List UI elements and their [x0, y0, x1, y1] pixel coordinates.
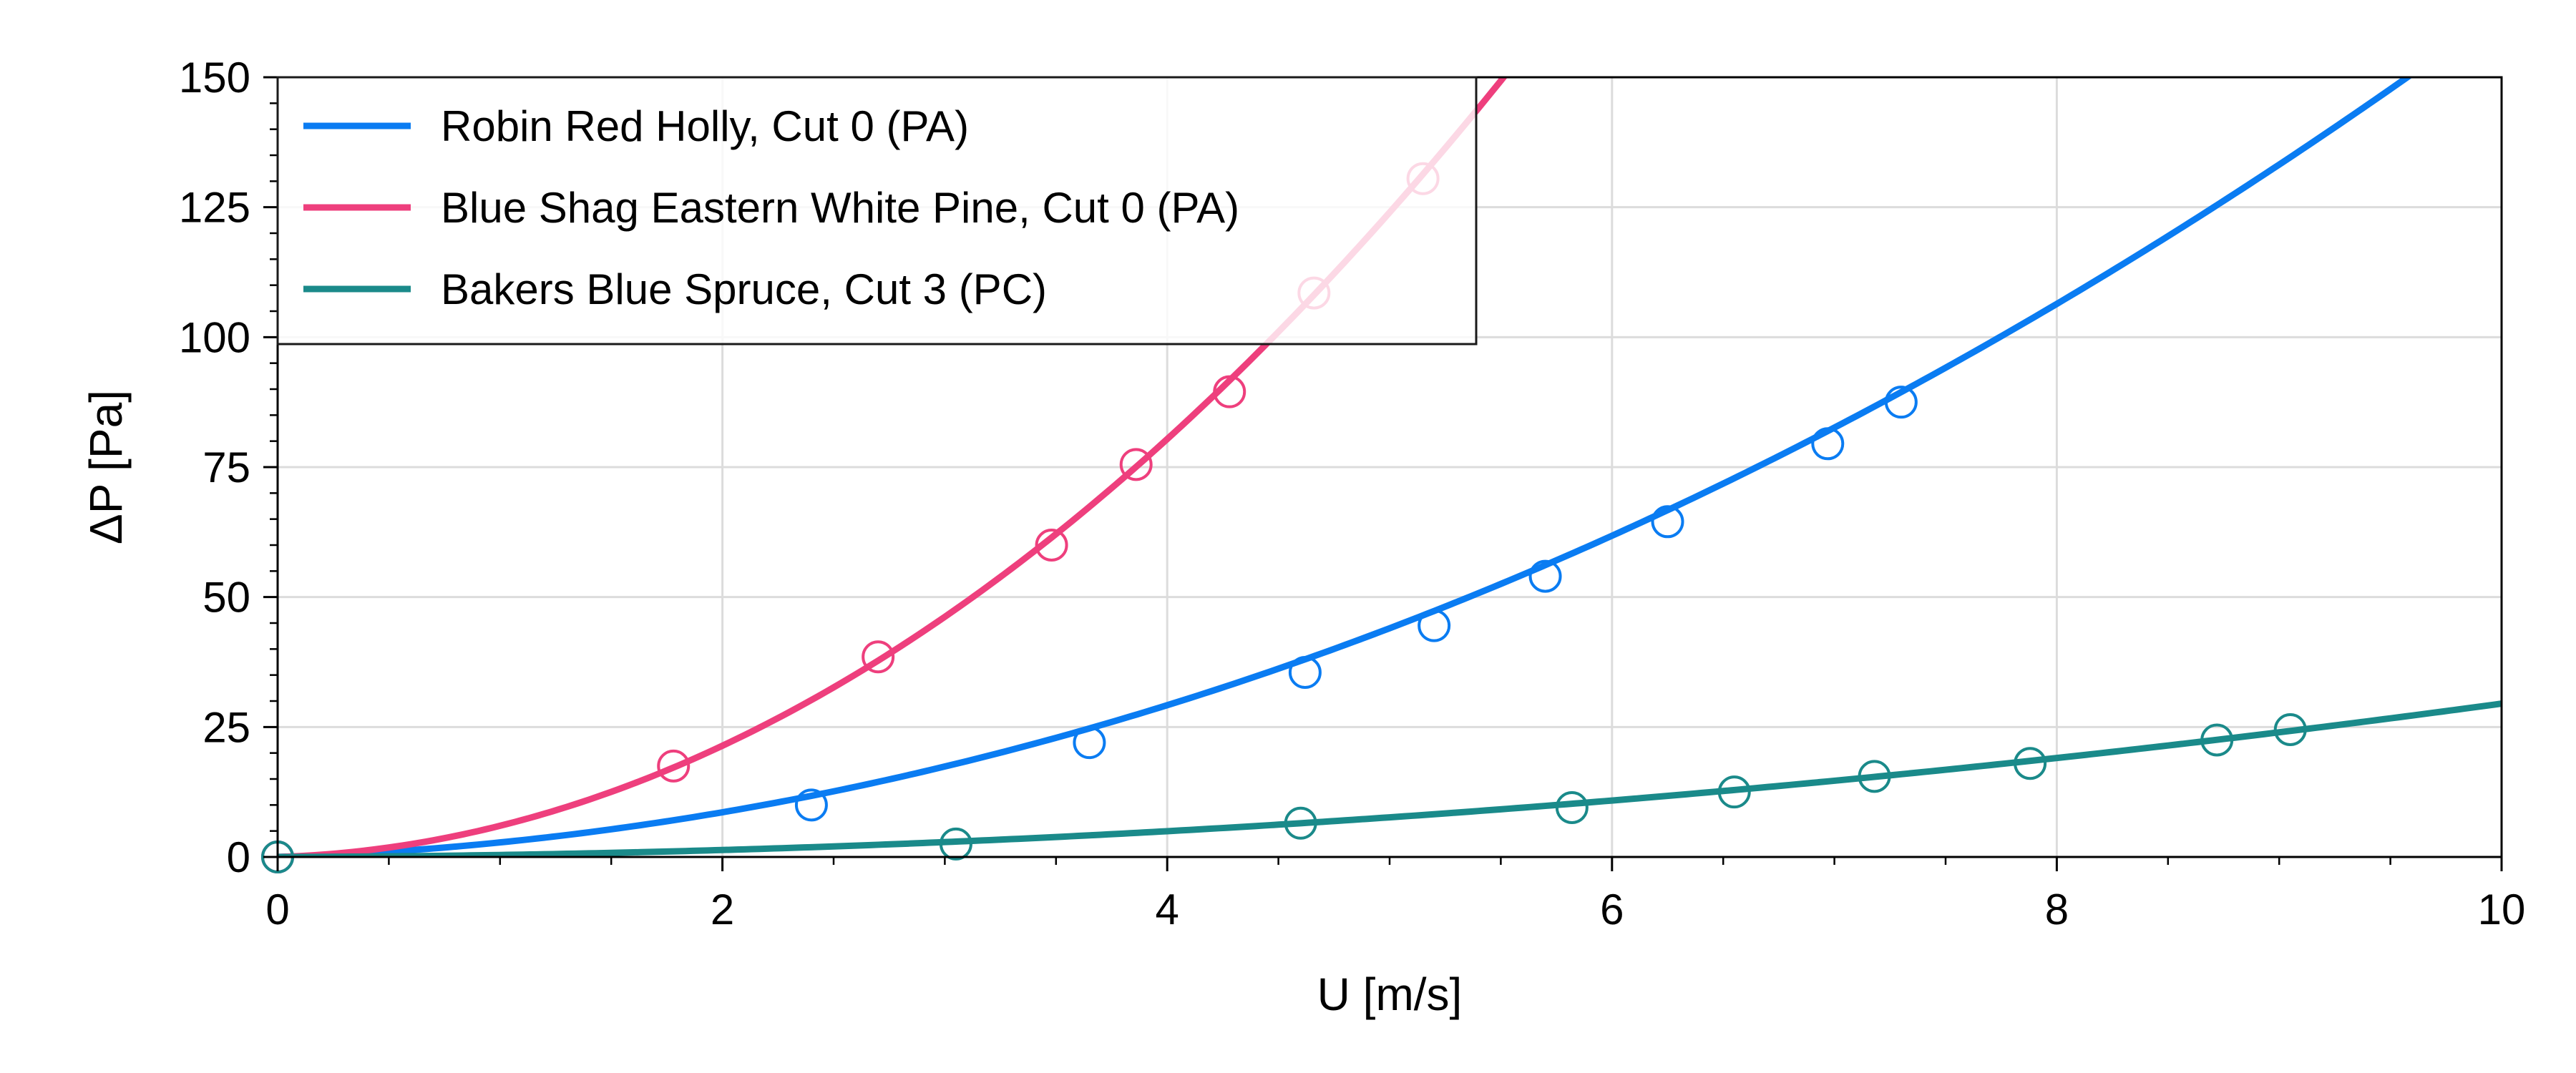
- data-point-series-1: [1288, 656, 1322, 690]
- y-axis-title: ΔP [Pa]: [80, 390, 132, 544]
- data-point-series-3: [1717, 775, 1751, 809]
- data-point-series-3: [1284, 806, 1317, 840]
- legend-box: [276, 76, 1478, 346]
- legend-label-series-3: Bakers Blue Spruce, Cut 3 (PC): [441, 265, 1047, 313]
- data-point-series-3: [1858, 760, 1891, 793]
- data-point-series-2: [657, 749, 691, 783]
- data-point-series-1: [794, 788, 828, 822]
- data-point-series-3: [2014, 747, 2047, 780]
- y-tick-label: 0: [227, 833, 250, 881]
- data-point-series-1: [1528, 559, 1562, 593]
- y-tick-label: 25: [203, 703, 250, 751]
- data-point-series-3: [1555, 790, 1589, 824]
- data-point-series-2: [1119, 448, 1153, 481]
- data-point-series-1: [1884, 386, 1918, 419]
- x-tick-label: 2: [711, 886, 734, 934]
- data-point-series-1: [1073, 726, 1106, 760]
- data-point-series-1: [1418, 609, 1451, 642]
- legend-label-series-1: Robin Red Holly, Cut 0 (PA): [441, 102, 969, 150]
- x-tick-label: 0: [265, 886, 289, 934]
- x-axis-title: U [m/s]: [1317, 969, 1463, 1020]
- legend-label-series-2: Blue Shag Eastern White Pine, Cut 0 (PA): [441, 184, 1239, 232]
- data-point-series-1: [1811, 427, 1845, 461]
- y-tick-label: 150: [179, 54, 250, 102]
- x-tick-label: 4: [1156, 886, 1179, 934]
- y-tick-label: 75: [203, 444, 250, 491]
- y-tick-label: 100: [179, 313, 250, 361]
- data-point-series-2: [1213, 375, 1246, 408]
- x-tick-label: 10: [2478, 886, 2526, 934]
- x-tick-label: 6: [1600, 886, 1624, 934]
- data-point-series-3: [939, 827, 972, 861]
- fit-curve-series-1: [278, 77, 2414, 857]
- data-point-series-2: [862, 640, 895, 674]
- legend: Robin Red Holly, Cut 0 (PA) Blue Shag Eas…: [276, 76, 1478, 346]
- data-point-series-3: [2273, 712, 2307, 746]
- fit-curve-series-3: [278, 700, 2502, 857]
- data-point-series-3: [2200, 723, 2234, 757]
- y-tick-label: 125: [179, 184, 250, 232]
- x-tick-label: 8: [2045, 886, 2069, 934]
- data-point-series-2: [1035, 529, 1068, 562]
- data-point-series-1: [1651, 505, 1684, 539]
- y-tick-label: 50: [203, 574, 250, 622]
